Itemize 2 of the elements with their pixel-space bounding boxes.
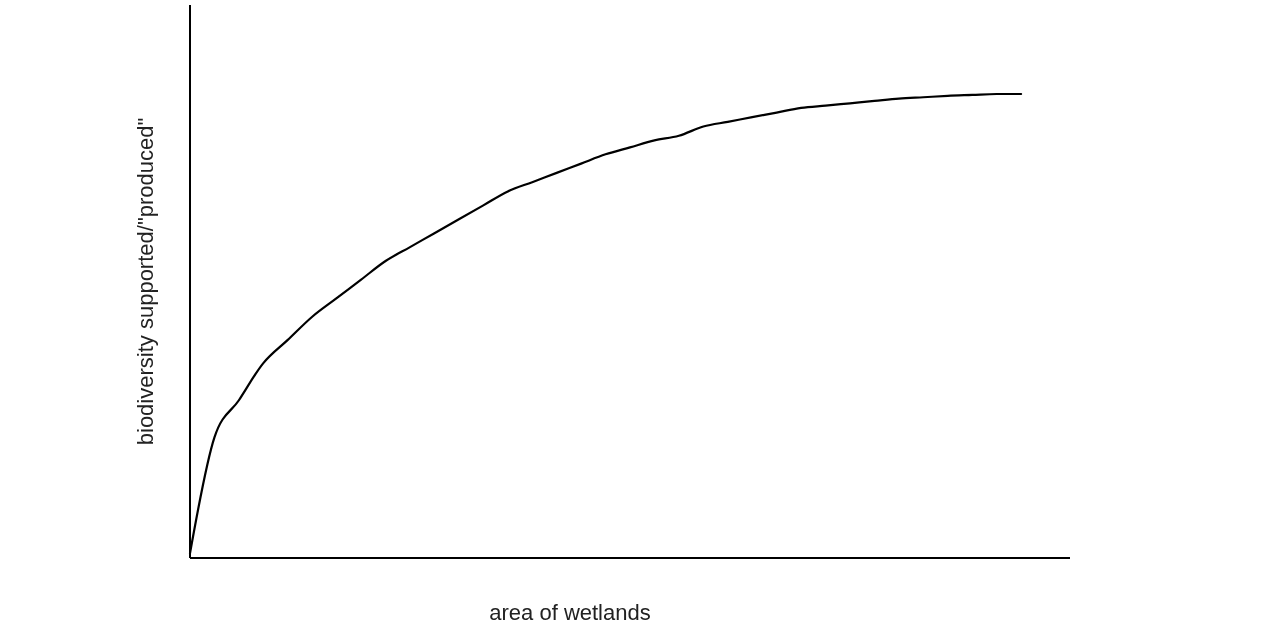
y-axis-title: biodiversity supported/"produced" [133, 117, 158, 446]
x-axis-title: area of wetlands [489, 600, 651, 625]
